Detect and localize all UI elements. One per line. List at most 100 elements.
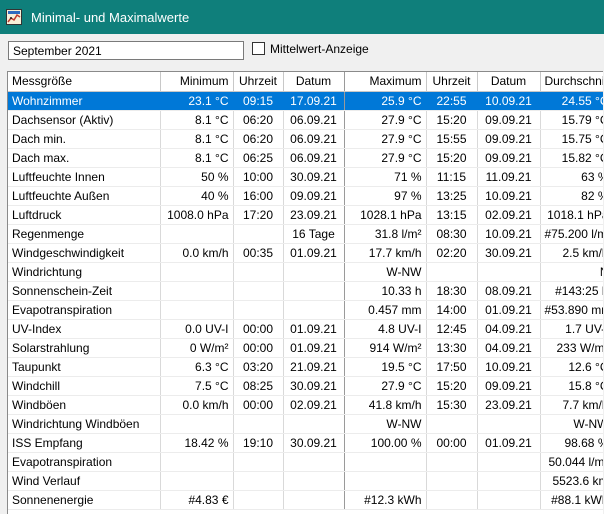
cell-durchschnitt: 15.8 °C bbox=[540, 376, 603, 396]
table-row[interactable]: Windgeschwindigkeit 0.0 km/h 00:35 01.09.21… bbox=[8, 243, 603, 263]
cell-maximum: 19.5 °C bbox=[344, 357, 427, 377]
table-row[interactable]: Wind Verlauf 5523.6 km bbox=[8, 471, 603, 491]
cell-messgroesse: Wind Verlauf bbox=[8, 471, 161, 491]
cell-maximum: 97 % bbox=[344, 186, 427, 206]
cell-minimum: 8.1 °C bbox=[160, 148, 234, 168]
cell-messgroesse: Luftfeuchte Innen bbox=[8, 167, 161, 187]
cell-max-datum: 09.09.21 bbox=[477, 110, 541, 130]
table-row[interactable]: Windrichtung Windböen W-NW W-NW bbox=[8, 414, 603, 434]
cell-minimum: 1008.0 hPa bbox=[160, 205, 234, 225]
cell-min-datum bbox=[283, 281, 345, 301]
cell-minimum: 40 % bbox=[160, 186, 234, 206]
cell-durchschnitt: 7.7 km/h bbox=[540, 395, 603, 415]
cell-min-datum: 06.09.21 bbox=[283, 148, 345, 168]
cell-messgroesse: Solarstrahlung bbox=[8, 338, 161, 358]
cell-durchschnitt: 5523.6 km bbox=[540, 471, 603, 491]
cell-minimum: 8.1 °C bbox=[160, 129, 234, 149]
cell-maximum: 27.9 °C bbox=[344, 148, 427, 168]
cell-min-uhrzeit: 10:00 bbox=[233, 167, 284, 187]
cell-maximum: 71 % bbox=[344, 167, 427, 187]
table-row[interactable]: Luftfeuchte Außen 40 % 16:00 09.09.21 97 % 13… bbox=[8, 186, 603, 206]
table-row[interactable]: Windrichtung W-NW N bbox=[8, 262, 603, 282]
cell-min-uhrzeit bbox=[233, 262, 284, 282]
table-row[interactable]: Regenmenge 16 Tage 31.8 l/m² 08:30 10.09.21 #… bbox=[8, 224, 603, 244]
minmax-table[interactable]: Messgröße Minimum Uhrzeit Datum Maximum … bbox=[7, 71, 603, 514]
cell-durchschnitt: 15.75 °C bbox=[540, 129, 603, 149]
column-header-minimum[interactable]: Minimum bbox=[160, 72, 234, 92]
cell-max-datum: 01.09.21 bbox=[477, 300, 541, 320]
cell-min-datum bbox=[283, 300, 345, 320]
table-row[interactable]: Taupunkt 6.3 °C 03:20 21.09.21 19.5 °C 17:50 1… bbox=[8, 357, 603, 377]
table-row[interactable]: Evapotranspiration 50.044 l/m² bbox=[8, 452, 603, 472]
cell-maximum: W-NW bbox=[344, 262, 427, 282]
cell-min-uhrzeit: 06:20 bbox=[233, 110, 284, 130]
cell-messgroesse: Windgeschwindigkeit bbox=[8, 243, 161, 263]
cell-maximum: 31.8 l/m² bbox=[344, 224, 427, 244]
cell-messgroesse: Evapotranspiration bbox=[8, 300, 161, 320]
table-row[interactable]: Luftdruck 1008.0 hPa 17:20 23.09.21 1028.1 h… bbox=[8, 205, 603, 225]
column-header-max-uhrzeit[interactable]: Uhrzeit bbox=[426, 72, 478, 92]
cell-max-uhrzeit: 18:30 bbox=[426, 281, 478, 301]
table-row[interactable]: Windböen 0.0 km/h 00:00 02.09.21 41.8 km/h 15… bbox=[8, 395, 603, 415]
month-field[interactable]: September 2021 bbox=[8, 41, 244, 60]
cell-min-uhrzeit: 00:35 bbox=[233, 243, 284, 263]
cell-messgroesse: Sonnenenergie bbox=[8, 490, 161, 510]
cell-min-datum: 02.09.21 bbox=[283, 395, 345, 415]
cell-messgroesse: Windrichtung bbox=[8, 262, 161, 282]
table-row[interactable]: Wohnzimmer 23.1 °C 09:15 17.09.21 25.9 °C 22:… bbox=[8, 91, 603, 111]
mittelwert-checkbox[interactable] bbox=[252, 42, 265, 55]
cell-maximum: 0.457 mm bbox=[344, 300, 427, 320]
cell-max-datum: 02.09.21 bbox=[477, 205, 541, 225]
table-row[interactable]: Sonnenenergie #4.83 € #12.3 kWh #88.1 kWh bbox=[8, 490, 603, 510]
cell-maximum bbox=[344, 471, 427, 491]
window-title: Minimal- und Maximalwerte bbox=[31, 9, 190, 25]
cell-max-uhrzeit bbox=[426, 262, 478, 282]
cell-messgroesse: Sonnenschein-Zeit bbox=[8, 281, 161, 301]
table-row[interactable]: Dach min. 8.1 °C 06:20 06.09.21 27.9 °C 15:55… bbox=[8, 129, 603, 149]
cell-maximum bbox=[344, 452, 427, 472]
table-row[interactable]: Dachsensor (Aktiv) 8.1 °C 06:20 06.09.21 27.… bbox=[8, 110, 603, 130]
cell-max-datum: 10.09.21 bbox=[477, 224, 541, 244]
cell-max-datum: 09.09.21 bbox=[477, 129, 541, 149]
table-row[interactable]: UV-Index 0.0 UV-I 00:00 01.09.21 4.8 UV-I 12:… bbox=[8, 319, 603, 339]
chart-app-icon bbox=[6, 9, 22, 25]
table-row[interactable]: Sonnenschein-Zeit 10.33 h 18:30 08.09.21 #14… bbox=[8, 281, 603, 301]
filter-bar: September 2021 Mittelwert-Anzeige bbox=[0, 34, 604, 68]
table-row[interactable]: Dach max. 8.1 °C 06:25 06.09.21 27.9 °C 15:20… bbox=[8, 148, 603, 168]
cell-min-datum: 06.09.21 bbox=[283, 110, 345, 130]
cell-max-datum: 10.09.21 bbox=[477, 186, 541, 206]
cell-min-uhrzeit: 17:20 bbox=[233, 205, 284, 225]
cell-durchschnitt: 233 W/m² bbox=[540, 338, 603, 358]
cell-max-uhrzeit bbox=[426, 452, 478, 472]
cell-minimum bbox=[160, 452, 234, 472]
cell-min-uhrzeit: 03:20 bbox=[233, 357, 284, 377]
column-header-min-datum[interactable]: Datum bbox=[283, 72, 345, 92]
cell-min-datum bbox=[283, 490, 345, 510]
mittelwert-checkbox-label[interactable]: Mittelwert-Anzeige bbox=[270, 42, 369, 56]
cell-messgroesse: Taupunkt bbox=[8, 357, 161, 377]
table-row[interactable]: Luftfeuchte Innen 50 % 10:00 30.09.21 71 % 11… bbox=[8, 167, 603, 187]
column-header-max-datum[interactable]: Datum bbox=[477, 72, 541, 92]
cell-max-datum: 08.09.21 bbox=[477, 281, 541, 301]
table-row[interactable]: Solarstrahlung 0 W/m² 00:00 01.09.21 914 W/m… bbox=[8, 338, 603, 358]
column-header-min-uhrzeit[interactable]: Uhrzeit bbox=[233, 72, 284, 92]
column-header-maximum[interactable]: Maximum bbox=[344, 72, 427, 92]
table-row[interactable]: Evapotranspiration 0.457 mm 14:00 01.09.21 #… bbox=[8, 300, 603, 320]
cell-messgroesse: Luftdruck bbox=[8, 205, 161, 225]
cell-min-uhrzeit bbox=[233, 414, 284, 434]
cell-max-uhrzeit: 11:15 bbox=[426, 167, 478, 187]
table-row[interactable]: Windchill 7.5 °C 08:25 30.09.21 27.9 °C 15:20… bbox=[8, 376, 603, 396]
cell-max-uhrzeit: 15:20 bbox=[426, 110, 478, 130]
cell-minimum: 50 % bbox=[160, 167, 234, 187]
cell-minimum: 0.0 UV-I bbox=[160, 319, 234, 339]
cell-messgroesse: Windchill bbox=[8, 376, 161, 396]
cell-min-datum: 23.09.21 bbox=[283, 205, 345, 225]
table-row[interactable]: ISS Empfang 18.42 % 19:10 30.09.21 100.00 % 0… bbox=[8, 433, 603, 453]
cell-max-datum: 09.09.21 bbox=[477, 148, 541, 168]
cell-maximum: 17.7 km/h bbox=[344, 243, 427, 263]
cell-max-uhrzeit: 13:15 bbox=[426, 205, 478, 225]
cell-maximum: 41.8 km/h bbox=[344, 395, 427, 415]
column-header-messgroesse[interactable]: Messgröße bbox=[8, 72, 161, 92]
cell-min-uhrzeit: 19:10 bbox=[233, 433, 284, 453]
column-header-durchschnitt[interactable]: Durchschnitt bbox=[540, 72, 603, 92]
